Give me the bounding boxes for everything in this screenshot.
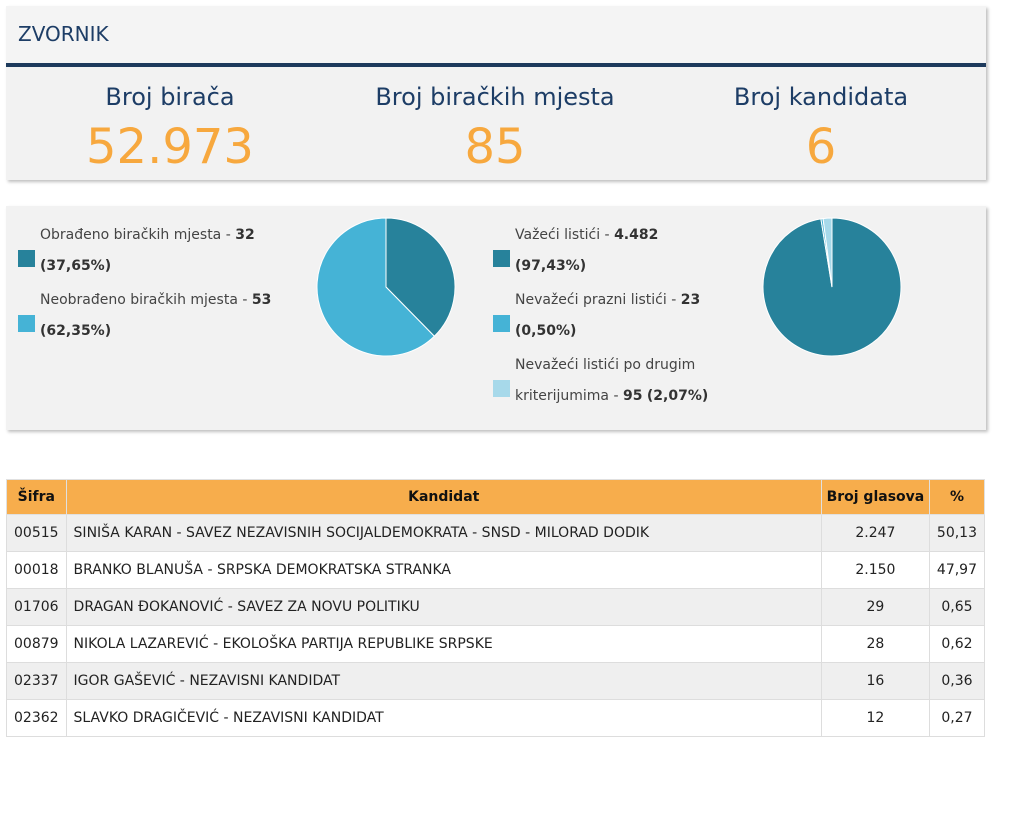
legend-pct: (62,35%) [40, 323, 112, 339]
cell-votes: 16 [820, 662, 930, 700]
results-table: Šifra Kandidat Broj glasova % 00515 SINI… [6, 479, 986, 737]
cell-percent: 0,27 [928, 699, 986, 737]
column-header-percent[interactable]: % [928, 479, 986, 515]
legend-swatch-valid [493, 250, 510, 267]
table-row: 02362 SLAVKO DRAGIČEVIĆ - NEZAVISNI KAND… [6, 699, 986, 737]
cell-code: 00879 [6, 625, 67, 663]
legend-swatch-unprocessed [18, 315, 35, 332]
column-header-votes[interactable]: Broj glasova [820, 479, 930, 515]
stat-voters-label: Broj birača [105, 83, 235, 111]
column-header-candidate[interactable]: Kandidat [65, 479, 822, 515]
stats-row: Broj birača 52.973 Broj biračkih mjesta … [6, 71, 986, 180]
legend-swatch-invalid-other [493, 380, 510, 397]
table-row: 01706 DRAGAN ĐOKANOVIĆ - SAVEZ ZA NOVU P… [6, 588, 986, 626]
legend-text: Nevažeći listići po drugim kriterijumima… [515, 357, 696, 404]
legend-count: 23 [680, 292, 701, 308]
cell-votes: 29 [820, 588, 930, 626]
stat-candidates-value: 6 [805, 119, 837, 175]
cell-votes: 12 [820, 699, 930, 737]
table-header-row: Šifra Kandidat Broj glasova % [6, 479, 986, 515]
legend-text: Nevažeći prazni listići - [515, 292, 681, 308]
table-row: 00018 BRANKO BLANUŠA - SRPSKA DEMOKRATSK… [6, 551, 986, 589]
table-row: 00879 NIKOLA LAZAREVIĆ - EKOLOŠKA PARTIJ… [6, 625, 986, 663]
legend-text: Neobrađeno biračkih mjesta - [40, 292, 252, 308]
legend-count: 95 [622, 388, 643, 404]
legend-pct: (97,43%) [515, 258, 587, 274]
table-row: 02337 IGOR GAŠEVIĆ - NEZAVISNI KANDIDAT … [6, 662, 986, 700]
cell-candidate: SLAVKO DRAGIČEVIĆ - NEZAVISNI KANDIDAT [65, 699, 822, 737]
legend-pct: (37,65%) [40, 258, 112, 274]
cell-votes: 28 [820, 625, 930, 663]
charts-card: Obrađeno biračkih mjesta - 32 (37,65%) N… [6, 206, 986, 430]
legend-pct: (0,50%) [515, 323, 577, 339]
cell-code: 02362 [6, 699, 67, 737]
pie-slice-invalid-other[interactable] [822, 217, 833, 288]
stat-voters: Broj birača 52.973 [10, 71, 330, 175]
stations-legend: Obrađeno biračkih mjesta - 32 (37,65%) N… [18, 220, 288, 350]
cell-percent: 0,36 [928, 662, 986, 700]
stat-polling-stations-label: Broj biračkih mjesta [375, 83, 615, 111]
stat-voters-value: 52.973 [86, 119, 254, 175]
legend-pct: (2,07%) [646, 388, 709, 404]
cell-candidate: NIKOLA LAZAREVIĆ - EKOLOŠKA PARTIJA REPU… [65, 625, 822, 663]
cell-candidate: BRANKO BLANUŠA - SRPSKA DEMOKRATSKA STRA… [65, 551, 822, 589]
cell-code: 01706 [6, 588, 67, 626]
cell-votes: 2.150 [820, 551, 930, 589]
pie-slice-unprocessed[interactable] [316, 217, 436, 357]
cell-percent: 0,65 [928, 588, 986, 626]
column-header-code[interactable]: Šifra [6, 479, 67, 515]
cell-percent: 50,13 [928, 514, 986, 552]
legend-item-invalid-other: Nevažeći listići po drugim kriterijumima… [493, 350, 723, 412]
summary-card: ZVORNIK Broj birača 52.973 Broj biračkih… [6, 6, 986, 180]
legend-text: Važeći listići - [515, 227, 615, 243]
legend-swatch-invalid-blank [493, 315, 510, 332]
legend-count: 53 [251, 292, 272, 308]
cell-candidate: SINIŠA KARAN - SAVEZ NEZAVISNIH SOCIJALD… [65, 514, 822, 552]
cell-candidate: IGOR GAŠEVIĆ - NEZAVISNI KANDIDAT [65, 662, 822, 700]
ballots-pie-chart [762, 217, 902, 357]
legend-item-unprocessed: Neobrađeno biračkih mjesta - 53 (62,35%) [18, 285, 288, 347]
stat-polling-stations-value: 85 [464, 119, 526, 175]
cell-percent: 47,97 [928, 551, 986, 589]
cell-percent: 0,62 [928, 625, 986, 663]
polling-stations-pie-chart [316, 217, 456, 357]
legend-swatch-processed [18, 250, 35, 267]
stat-candidates: Broj kandidata 6 [661, 71, 981, 175]
legend-count: 32 [235, 227, 255, 243]
legend-count: 4.482 [614, 227, 659, 243]
legend-item-processed: Obrađeno biračkih mjesta - 32 (37,65%) [18, 220, 288, 282]
cell-code: 00018 [6, 551, 67, 589]
table-row: 00515 SINIŠA KARAN - SAVEZ NEZAVISNIH SO… [6, 514, 986, 552]
municipality-title: ZVORNIK [6, 6, 986, 67]
legend-item-valid: Važeći listići - 4.482 (97,43%) [493, 220, 723, 282]
pie-slice-processed[interactable] [385, 217, 456, 337]
cell-code: 00515 [6, 514, 67, 552]
stat-polling-stations: Broj biračkih mjesta 85 [335, 71, 655, 175]
stat-candidates-label: Broj kandidata [733, 83, 909, 111]
cell-votes: 2.247 [820, 514, 930, 552]
cell-code: 02337 [6, 662, 67, 700]
ballots-legend: Važeći listići - 4.482 (97,43%) Nevažeći… [493, 220, 723, 415]
legend-text: Obrađeno biračkih mjesta - [40, 227, 236, 243]
legend-item-invalid-blank: Nevažeći prazni listići - 23 (0,50%) [493, 285, 723, 347]
cell-candidate: DRAGAN ĐOKANOVIĆ - SAVEZ ZA NOVU POLITIK… [65, 588, 822, 626]
